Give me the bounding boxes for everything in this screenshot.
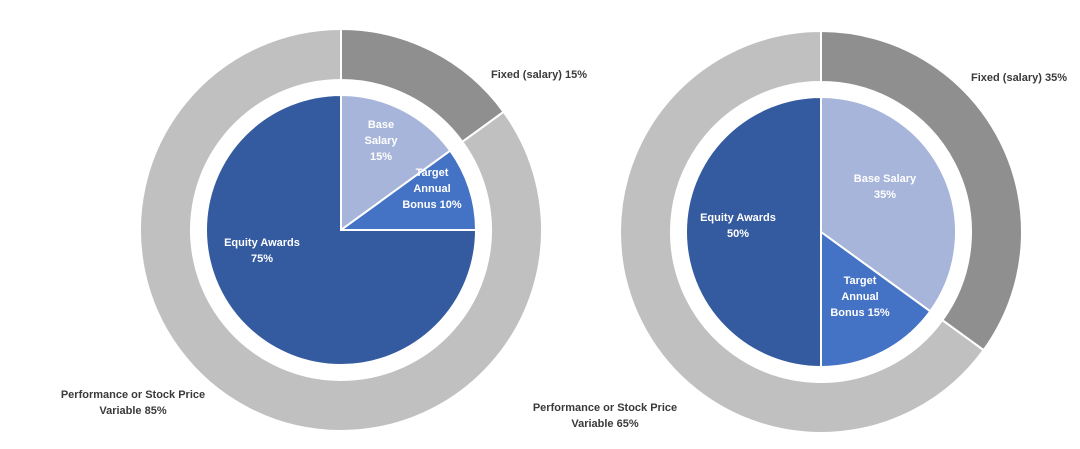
left-base-salary-label-line-1: Base xyxy=(368,119,394,131)
right-inner-target-bonus-slice xyxy=(820,230,932,369)
right-variable-label-line-2: Variable 65% xyxy=(571,418,638,430)
left-outer-variable-segment xyxy=(139,27,543,432)
left-inner-base-salary-slice xyxy=(340,93,452,232)
left-fixed-label-line-1: Fixed (salary) 15% xyxy=(491,69,587,81)
left-equity-awards-label-line-2: 75% xyxy=(251,253,273,265)
right-inner-base-salary-slice xyxy=(820,95,957,313)
left-variable-label-line-1: Performance or Stock Price xyxy=(61,389,205,401)
pay-mix-chart-left: Base Salary 15% Target Annual Bonus 10% Equity… xyxy=(61,27,587,432)
left-inner-equity-awards-slice xyxy=(205,93,478,366)
right-equity-awards-label-line-1: Equity Awards xyxy=(700,212,776,224)
right-outer-variable-segment xyxy=(619,29,986,434)
right-equity-awards-label-line-2: 50% xyxy=(727,228,749,240)
right-variable-label-line-1: Performance or Stock Price xyxy=(533,402,677,414)
right-inner-equity-awards-slice xyxy=(685,95,822,369)
right-fixed-label-line-1: Fixed (salary) 35% xyxy=(971,72,1067,84)
left-inner-target-bonus-slice xyxy=(337,149,478,231)
left-target-bonus-label-line-2: Annual xyxy=(413,183,450,195)
right-target-bonus-label-line-2: Annual xyxy=(841,291,878,303)
right-target-bonus-label-line-1: Target xyxy=(844,275,877,287)
left-target-bonus-label-line-3: Bonus 10% xyxy=(402,199,462,211)
right-base-salary-label-line-2: 35% xyxy=(874,189,896,201)
left-equity-awards-label-line-1: Equity Awards xyxy=(224,237,300,249)
left-base-salary-label-line-3: 15% xyxy=(370,151,392,163)
right-target-bonus-label-line-3: Bonus 15% xyxy=(830,307,890,319)
pay-mix-chart-right: Base Salary 35% Target Annual Bonus 15% Equit… xyxy=(533,29,1067,434)
right-outer-fixed-segment xyxy=(820,29,1023,352)
right-base-salary-label-line-1: Base Salary xyxy=(854,173,917,185)
left-target-bonus-label-line-1: Target xyxy=(416,167,449,179)
left-base-salary-label-line-2: Salary xyxy=(364,135,398,147)
left-variable-label-line-2: Variable 85% xyxy=(99,405,166,417)
